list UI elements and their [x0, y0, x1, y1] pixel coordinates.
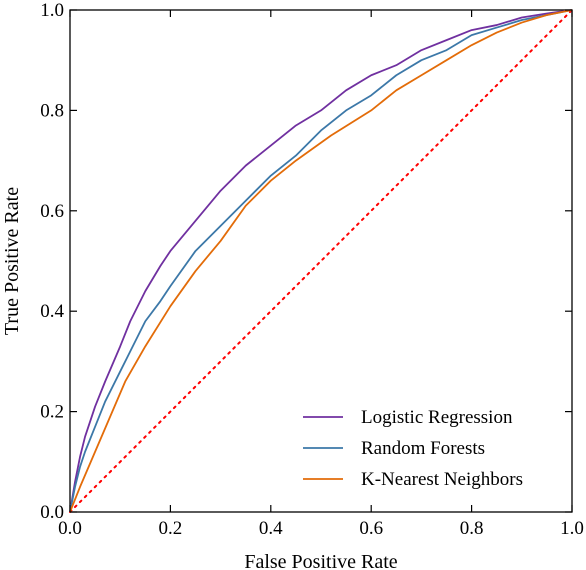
series-layer — [69, 9, 573, 513]
reference-layer — [69, 9, 573, 513]
plot-frame — [69, 9, 573, 513]
x-tick-label: 0.6 — [359, 518, 383, 539]
y-tick-label: 0.0 — [40, 502, 64, 523]
y-tick-label: 0.8 — [40, 100, 64, 121]
y-tick-label: 1.0 — [40, 0, 64, 21]
legend-label: K-Nearest Neighbors — [361, 469, 523, 490]
legend-item: K-Nearest Neighbors — [303, 469, 523, 490]
y-tick-label: 0.6 — [40, 201, 64, 222]
legend-label: Logistic Regression — [361, 407, 513, 428]
y-axis-label: True Positive Rate — [1, 187, 23, 335]
series-line-random-forests — [69, 9, 573, 513]
legend: Logistic Regression Random Forests K-Neare… — [303, 407, 523, 490]
legend-item: Logistic Regression — [303, 407, 513, 428]
x-axis-ticks: 0.0 0.2 0.4 0.6 0.8 1.0 — [58, 10, 584, 539]
x-tick-label: 0.8 — [460, 518, 484, 539]
series-line-logistic-regression — [69, 9, 573, 513]
y-tick-label: 0.4 — [40, 301, 64, 322]
series-line-k-nearest-neighbors — [69, 9, 573, 513]
x-axis-label: False Positive Rate — [244, 551, 397, 570]
x-tick-label: 0.0 — [58, 518, 82, 539]
y-tick-label: 0.2 — [40, 402, 64, 423]
plot-area: 0.0 0.2 0.4 0.6 0.8 1.0 0.0 0.2 0.4 0.6 0.8 1.0 — [40, 0, 584, 539]
legend-item: Random Forests — [303, 438, 485, 459]
x-tick-label: 1.0 — [560, 518, 584, 539]
x-tick-label: 0.2 — [159, 518, 183, 539]
chance-diagonal-line — [69, 9, 573, 513]
legend-label: Random Forests — [361, 438, 485, 459]
x-tick-label: 0.4 — [259, 518, 283, 539]
y-axis-ticks: 0.0 0.2 0.4 0.6 0.8 1.0 — [40, 0, 572, 523]
